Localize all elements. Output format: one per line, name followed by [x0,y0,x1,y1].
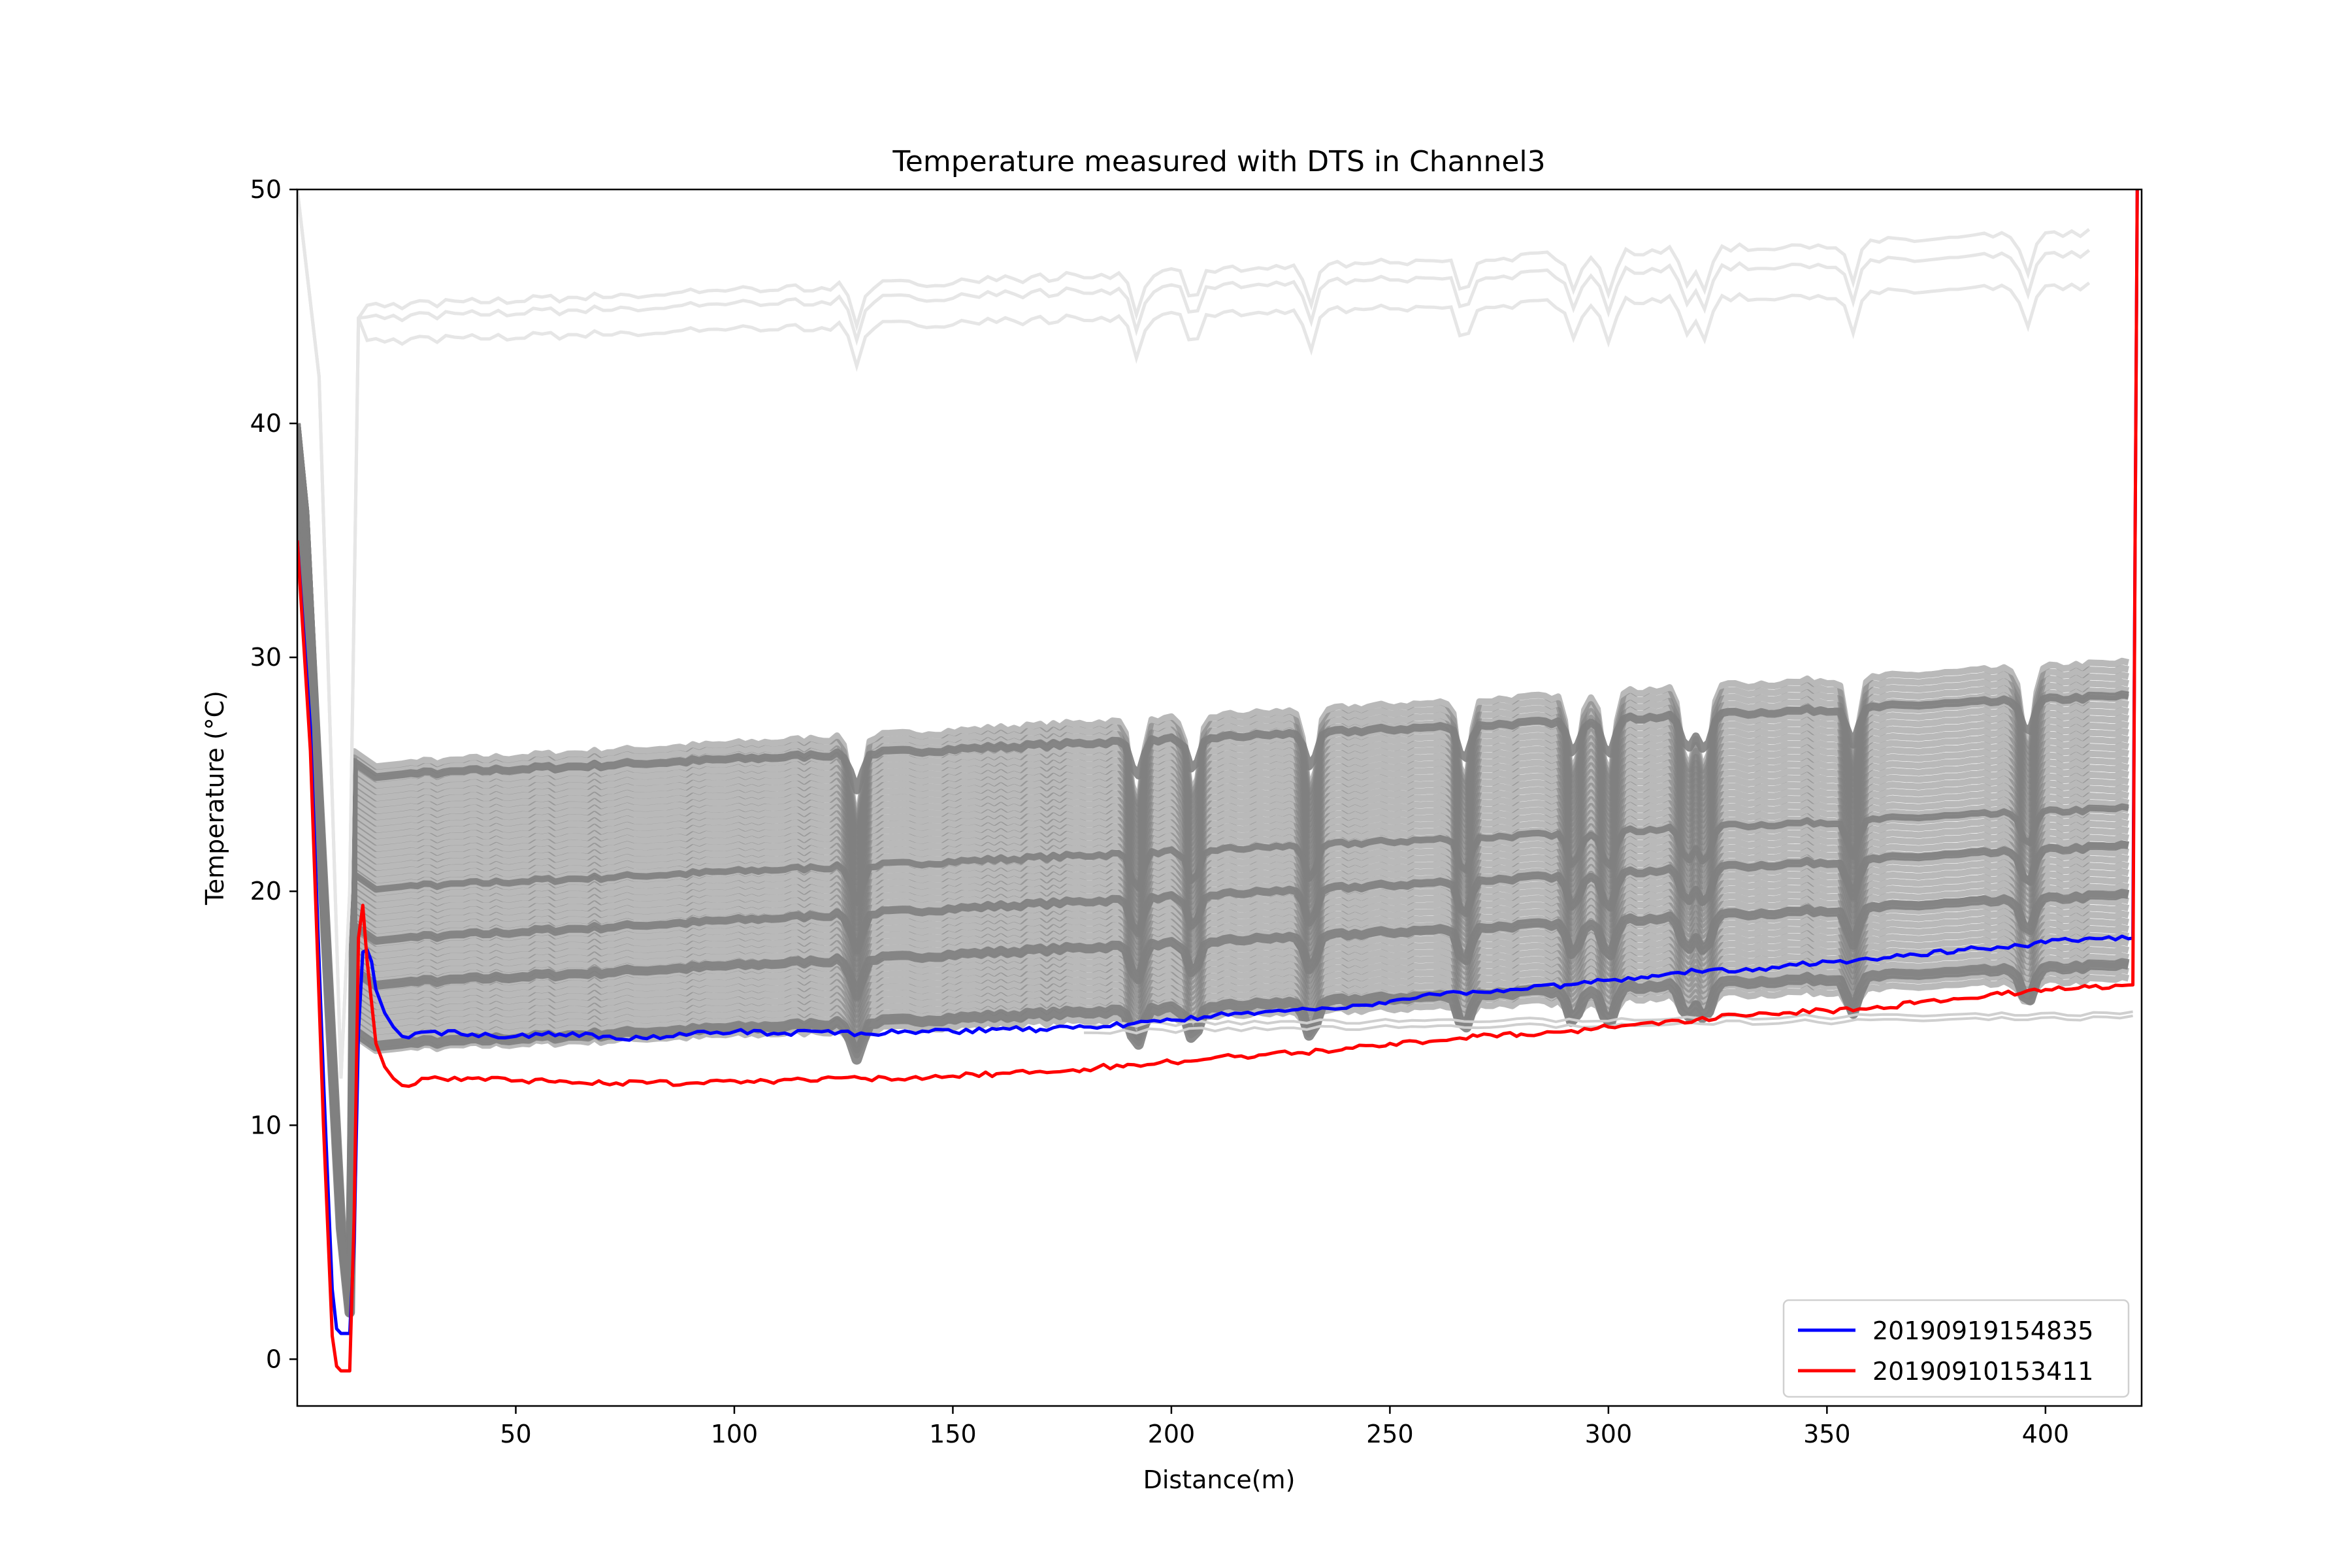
background-trace-47 [297,469,2130,1317]
background-trace-48 [297,470,2129,1316]
background-trace-36 [297,446,2129,1316]
series-lines [297,189,2139,1373]
x-tick-label-50: 50 [500,1420,531,1448]
background-trace-29 [297,516,2129,1316]
background-trace-30 [297,423,2130,1316]
background-trace-4 [297,516,2130,1316]
background-trace-27 [297,470,2130,1316]
y-tick-label-50: 50 [250,175,282,204]
background-trace-28 [297,493,2130,1316]
background-trace-21 [297,446,2130,1316]
background-trace-14 [297,516,2130,1316]
plot-area [297,189,2139,1373]
background-trace-22 [297,470,2129,1316]
background-trace-40 [297,423,2129,1316]
background-trace-24 [297,516,2129,1316]
background-trace-38 [297,493,2129,1316]
background-trace-37 [297,470,2130,1316]
background-trace-45 [297,423,2129,1316]
x-tick-label-350: 350 [1803,1420,1851,1448]
y-tick-label-40: 40 [250,409,282,438]
x-tick-label-100: 100 [711,1420,759,1448]
low-trace-1 [1084,1010,2133,1028]
faint-trace-2 [297,189,2091,1079]
background-trace-31 [297,446,2129,1316]
background-trace-8 [297,493,2130,1316]
legend-label-2: 20190910153411 [1872,1357,2093,1386]
background-traces [297,189,2133,1318]
y-tick-label-10: 10 [250,1111,282,1139]
legend-box [1782,1299,2130,1398]
series-line-2 [297,189,2139,1373]
background-trace-6 [297,446,2130,1316]
series-line-1 [297,189,2139,1335]
legend: 20190919154835 20190910153411 [1782,1299,2130,1398]
plot-frame [296,188,2143,1407]
y-tick-label-20: 20 [250,877,282,906]
legend-label-1: 20190919154835 [1872,1316,2093,1345]
y-axis-label: Temperature (°C) [201,691,229,906]
background-trace-33 [297,493,2129,1316]
x-axis-label: Distance(m) [1143,1465,1296,1494]
background-trace-26 [297,446,2129,1316]
background-trace-16 [297,446,2130,1316]
axis-ticks: 50 100 150 200 250 300 350 400 0 10 20 30 40 50 [250,175,2069,1448]
chart-title: Temperature measured with DTS in Channel… [892,145,1545,178]
x-tick-label-250: 250 [1366,1420,1414,1448]
background-trace-13 [297,493,2130,1316]
background-trace-3 [297,493,2130,1316]
background-trace-7 [297,470,2130,1316]
background-trace-5 [297,423,2130,1316]
background-trace-50 [297,470,2129,1316]
x-tick-label-150: 150 [929,1420,977,1448]
background-trace-35 [297,423,2129,1316]
background-trace-20 [297,423,2130,1316]
x-tick-label-200: 200 [1148,1420,1196,1448]
background-trace-23 [297,493,2130,1316]
y-tick-label-0: 0 [266,1345,282,1373]
faint-trace-1 [297,189,2091,1079]
background-trace-49 [297,470,2129,1316]
background-trace-32 [297,470,2130,1316]
y-tick-label-30: 30 [250,643,282,672]
background-trace-46 [297,469,2130,1318]
background-trace-34 [297,516,2129,1316]
background-trace-15 [297,423,2130,1316]
background-trace-39 [297,516,2129,1316]
x-tick-label-300: 300 [1585,1420,1633,1448]
faint-trace-0 [297,189,2091,1079]
x-tick-label-400: 400 [2022,1420,2070,1448]
background-trace-9 [297,516,2130,1316]
background-trace-44 [297,516,2129,1316]
